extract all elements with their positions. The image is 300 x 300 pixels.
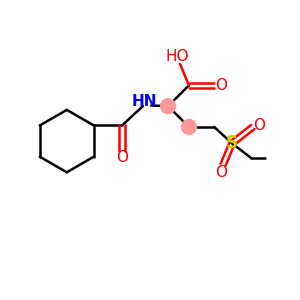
Text: O: O (216, 165, 228, 180)
Text: O: O (215, 78, 227, 93)
Circle shape (161, 99, 176, 114)
Text: S: S (226, 134, 238, 152)
Circle shape (182, 119, 196, 134)
Text: O: O (116, 150, 128, 165)
Text: HN: HN (132, 94, 157, 109)
Text: HO: HO (165, 49, 189, 64)
Text: O: O (254, 118, 266, 133)
